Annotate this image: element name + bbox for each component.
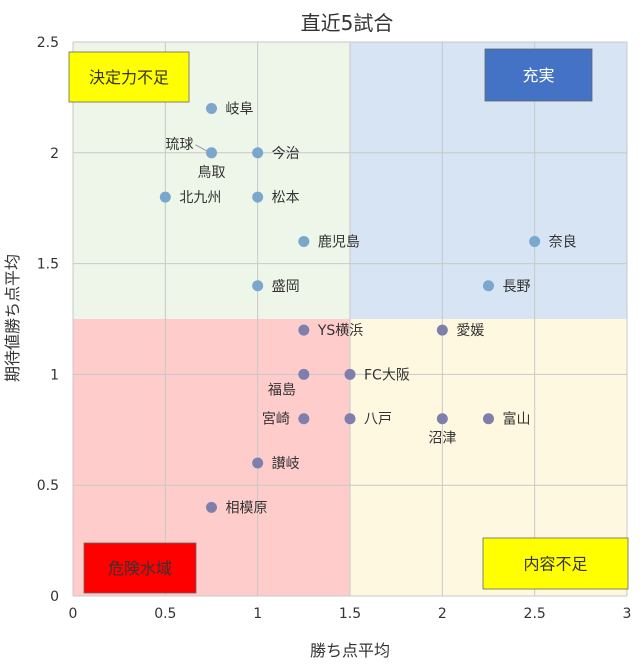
point-label-11: 愛媛 [456, 323, 484, 339]
data-point-14 [298, 413, 310, 425]
quadrant-label-box-1 [484, 48, 593, 102]
point-label-14: 宮崎 [262, 412, 290, 428]
point-label-8: 長野 [503, 279, 531, 295]
point-label-6: 鹿児島 [318, 233, 360, 250]
data-point-18 [252, 457, 264, 469]
y-tick-label-1: 0.5 [37, 478, 59, 494]
y-axis-title: 期待値勝ち点平均 [3, 254, 22, 382]
x-tick-label-3: 1.5 [339, 606, 361, 622]
data-point-19 [206, 501, 217, 513]
point-label-5: 松本 [272, 190, 300, 206]
y-tick-label-4: 2 [50, 146, 59, 162]
x-axis-title: 勝ち点平均 [310, 641, 390, 660]
data-point-5 [252, 191, 264, 203]
tick-labels: 0 0.5 1 1.5 2 2.5 3 0 0.5 1 1.5 2 2.5 [37, 35, 632, 622]
y-tick-label-5: 2.5 [37, 35, 59, 51]
quadrant-label-1: 充実 [522, 66, 554, 85]
data-point-6 [298, 235, 310, 247]
x-tick-label-6: 3 [623, 606, 632, 622]
point-label-18: 讃岐 [272, 456, 300, 472]
quadrant-label-3: 内容不足 [523, 555, 587, 574]
point-label-17: 富山 [503, 411, 531, 428]
point-label-1: 琉球 [166, 137, 194, 153]
chart-title: 直近5試合 [301, 11, 394, 35]
x-tick-label-4: 2 [438, 606, 447, 622]
data-point-0 [206, 102, 217, 114]
data-point-9 [252, 280, 264, 292]
x-tick-label-2: 1 [253, 606, 262, 622]
data-point-11 [436, 324, 448, 336]
point-label-10: YS横浜 [317, 323, 363, 339]
data-point-3 [252, 147, 264, 159]
quadrant-label-0: 決定力不足 [89, 68, 169, 87]
quadrant-label-box-3 [482, 537, 629, 590]
data-point-16 [436, 413, 448, 425]
point-label-12: 福島 [268, 382, 296, 398]
data-point-10 [298, 324, 310, 336]
data-point-1 [206, 147, 217, 159]
point-label-15: 八戸 [364, 412, 392, 428]
point-label-4: 北九州 [179, 190, 221, 206]
y-tick-label-3: 1.5 [37, 257, 59, 273]
point-label-2: 鳥取 [198, 165, 226, 181]
point-label-9: 盛岡 [272, 279, 300, 295]
data-point-12 [298, 368, 310, 380]
x-tick-label-5: 2.5 [524, 606, 546, 622]
x-tick-label-1: 0.5 [154, 606, 176, 622]
quadrant-label-2: 危険水域 [108, 559, 172, 578]
quadrant-label-box-0 [68, 51, 190, 103]
data-point-15 [344, 413, 356, 425]
data-points [159, 102, 541, 513]
point-label-7: 奈良 [549, 234, 577, 250]
y-tick-label-2: 1 [50, 367, 59, 383]
point-label-16: 沼津 [428, 431, 456, 447]
y-tick-label-0: 0 [50, 589, 59, 605]
data-point-17 [483, 413, 494, 425]
leader-line-1 [195, 144, 207, 152]
point-label-13: FC大阪 [364, 367, 410, 383]
quadrant-label-box-2 [83, 542, 197, 594]
data-point-7 [529, 235, 541, 247]
data-point-13 [344, 368, 356, 380]
point-label-0: 岐阜 [226, 100, 254, 117]
data-point-8 [483, 280, 494, 292]
x-tick-label-0: 0 [69, 606, 78, 622]
data-point-4 [159, 191, 171, 203]
gridlines [72, 41, 628, 597]
point-label-19: 相模原 [226, 500, 268, 516]
point-label-3: 今治 [272, 146, 300, 162]
